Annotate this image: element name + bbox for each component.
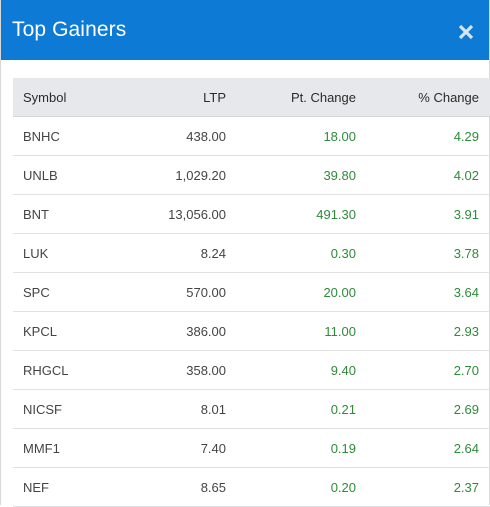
cell-ltp: 358.00: [115, 350, 226, 390]
cell-ltp: 8.01: [115, 389, 226, 429]
table-row[interactable]: KPCL 386.00 11.00 2.93: [13, 311, 490, 351]
column-header-pt-change[interactable]: Pt. Change: [226, 78, 356, 117]
cell-pt-change: 0.30: [226, 233, 356, 273]
cell-symbol: KPCL: [13, 311, 115, 351]
cell-pt-change: 11.00: [226, 311, 356, 351]
table-row[interactable]: UNLB 1,029.20 39.80 4.02: [13, 155, 490, 195]
cell-pct-change: 2.69: [356, 389, 490, 429]
cell-ltp: 8.65: [115, 467, 226, 507]
modal-title: Top Gainers: [12, 18, 127, 41]
gainers-table-container: Symbol LTP Pt. Change % Change BNHC 438.0…: [13, 78, 490, 507]
table-header-row: Symbol LTP Pt. Change % Change: [13, 78, 490, 117]
cell-pt-change: 9.40: [226, 350, 356, 390]
table-row[interactable]: SPC 570.00 20.00 3.64: [13, 272, 490, 312]
close-button[interactable]: [453, 19, 479, 45]
cell-symbol: MMF1: [13, 428, 115, 468]
modal-header: Top Gainers: [1, 0, 489, 60]
cell-pt-change: 20.00: [226, 272, 356, 312]
cell-ltp: 8.24: [115, 233, 226, 273]
cell-pct-change: 3.91: [356, 194, 490, 234]
cell-pct-change: 4.29: [356, 116, 490, 156]
cell-symbol: NEF: [13, 467, 115, 507]
table-row[interactable]: BNT 13,056.00 491.30 3.91: [13, 194, 490, 234]
table-row[interactable]: LUK 8.24 0.30 3.78: [13, 233, 490, 273]
cell-ltp: 570.00: [115, 272, 226, 312]
cell-pct-change: 4.02: [356, 155, 490, 195]
cell-pct-change: 3.78: [356, 233, 490, 273]
cell-ltp: 438.00: [115, 116, 226, 156]
cell-pt-change: 18.00: [226, 116, 356, 156]
column-header-symbol[interactable]: Symbol: [13, 78, 115, 117]
column-header-pct-change[interactable]: % Change: [356, 78, 490, 117]
cell-symbol: BNT: [13, 194, 115, 234]
cell-pt-change: 0.20: [226, 467, 356, 507]
cell-pct-change: 2.37: [356, 467, 490, 507]
cell-pt-change: 0.21: [226, 389, 356, 429]
cell-pct-change: 2.70: [356, 350, 490, 390]
cell-ltp: 13,056.00: [115, 194, 226, 234]
cell-ltp: 386.00: [115, 311, 226, 351]
cell-symbol: UNLB: [13, 155, 115, 195]
cell-pt-change: 491.30: [226, 194, 356, 234]
table-row[interactable]: NEF 8.65 0.20 2.37: [13, 467, 490, 507]
cell-pct-change: 2.64: [356, 428, 490, 468]
table-row[interactable]: MMF1 7.40 0.19 2.64: [13, 428, 490, 468]
cell-symbol: SPC: [13, 272, 115, 312]
gainers-table: Symbol LTP Pt. Change % Change BNHC 438.0…: [13, 78, 490, 507]
table-row[interactable]: BNHC 438.00 18.00 4.29: [13, 116, 490, 156]
cell-ltp: 7.40: [115, 428, 226, 468]
cell-pct-change: 2.93: [356, 311, 490, 351]
table-row[interactable]: NICSF 8.01 0.21 2.69: [13, 389, 490, 429]
cell-symbol: BNHC: [13, 116, 115, 156]
cell-symbol: NICSF: [13, 389, 115, 429]
table-row[interactable]: RHGCL 358.00 9.40 2.70: [13, 350, 490, 390]
column-header-ltp[interactable]: LTP: [115, 78, 226, 117]
cell-symbol: RHGCL: [13, 350, 115, 390]
cell-symbol: LUK: [13, 233, 115, 273]
cell-pct-change: 3.64: [356, 272, 490, 312]
cell-pt-change: 39.80: [226, 155, 356, 195]
close-icon: [458, 24, 474, 40]
cell-ltp: 1,029.20: [115, 155, 226, 195]
cell-pt-change: 0.19: [226, 428, 356, 468]
